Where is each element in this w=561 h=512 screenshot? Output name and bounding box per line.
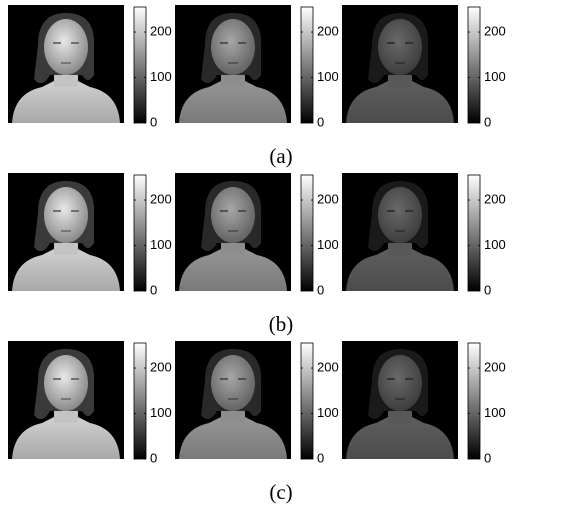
tick-label: 200 — [150, 23, 172, 38]
panel: 0 100 200 — [342, 341, 506, 465]
head — [44, 187, 88, 243]
tick-label: 0 — [150, 450, 157, 465]
tick-label: 100 — [484, 237, 506, 252]
panel: 0 100 200 — [175, 5, 339, 129]
panel: 0 100 200 — [175, 341, 339, 465]
tick-label: 0 — [484, 282, 491, 297]
tick-label: 200 — [317, 191, 339, 206]
colorbar — [134, 175, 146, 291]
tick-label: 100 — [484, 405, 506, 420]
tick-label: 200 — [484, 359, 506, 374]
tick-label: 200 — [150, 359, 172, 374]
head — [44, 19, 88, 75]
tick-label: 0 — [317, 114, 324, 129]
panel: 0 100 200 — [8, 5, 172, 129]
tick-label: 100 — [150, 237, 172, 252]
colorbar — [468, 343, 480, 459]
tick-label: 0 — [317, 450, 324, 465]
tick-label: 100 — [317, 237, 339, 252]
tick-label: 0 — [150, 114, 157, 129]
tick-label: 100 — [317, 69, 339, 84]
colorbar — [301, 175, 313, 291]
panel: 0 100 200 — [342, 5, 506, 129]
tick-label: 100 — [150, 69, 172, 84]
tick-label: 200 — [484, 23, 506, 38]
panel: 0 100 200 — [342, 173, 506, 297]
tick-label: 200 — [317, 359, 339, 374]
head — [378, 187, 422, 243]
row-label: (b) — [269, 312, 294, 336]
head — [378, 19, 422, 75]
tick-label: 200 — [484, 191, 506, 206]
panel: 0 100 200 — [175, 173, 339, 297]
colorbar — [301, 7, 313, 123]
panel: 0 100 200 — [8, 173, 172, 297]
tick-label: 100 — [484, 69, 506, 84]
row-label: (c) — [269, 480, 292, 504]
colorbar — [134, 7, 146, 123]
colorbar — [134, 343, 146, 459]
tick-label: 100 — [150, 405, 172, 420]
head — [44, 355, 88, 411]
head — [211, 19, 255, 75]
tick-label: 0 — [317, 282, 324, 297]
tick-label: 100 — [317, 405, 339, 420]
colorbar — [468, 7, 480, 123]
tick-label: 0 — [484, 114, 491, 129]
head — [211, 187, 255, 243]
tick-label: 0 — [484, 450, 491, 465]
tick-label: 200 — [150, 191, 172, 206]
tick-label: 0 — [150, 282, 157, 297]
head — [211, 355, 255, 411]
row-label: (a) — [269, 144, 292, 168]
colorbar — [468, 175, 480, 291]
figure: 0 100 200 0 100 200 0 100 200 (a) 0 100 200 0 100 200 0 1… — [0, 0, 561, 512]
head — [378, 355, 422, 411]
colorbar — [301, 343, 313, 459]
tick-label: 200 — [317, 23, 339, 38]
panel: 0 100 200 — [8, 341, 172, 465]
